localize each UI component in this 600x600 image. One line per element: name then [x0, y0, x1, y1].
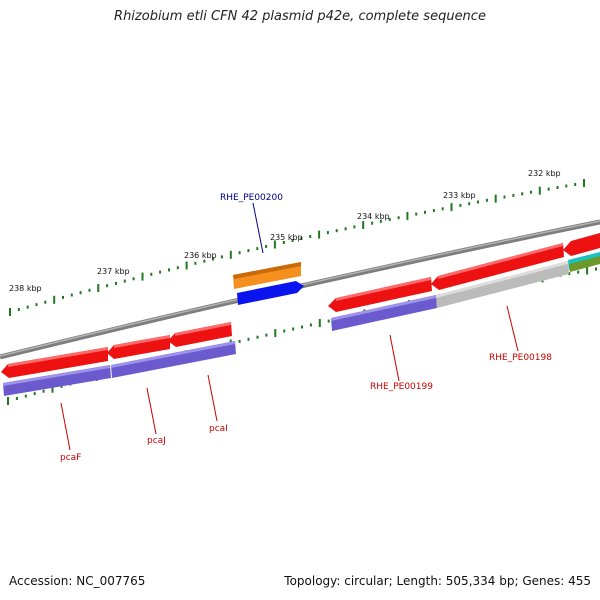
orange-feature-top [233, 262, 301, 279]
gene-arrow-pcaI [168, 322, 232, 347]
cds-block-3 [331, 295, 437, 331]
cds-highlight [331, 295, 436, 321]
tick-label: 234 kbp [357, 212, 390, 221]
leader-RHE_PE00200 [252, 202, 264, 254]
cds-block-1 [3, 365, 111, 396]
leader-pcaF [60, 402, 71, 451]
gene-arrow-RHE_PE00199 [328, 277, 432, 312]
gene-labels: RHE_PE00200 RHE_PE00199 RHE_PE00198 pcaF… [60, 193, 552, 463]
label-leaders [60, 202, 519, 451]
arrow-highlight [175, 322, 231, 336]
gene-arrow-RHE_PE00198 [431, 243, 564, 290]
tick-label: 236 kbp [184, 251, 217, 260]
tick-labels: 238 kbp 237 kbp 236 kbp 235 kbp 234 kbp … [9, 169, 561, 293]
cds-track [3, 252, 600, 396]
cds-highlight [3, 365, 110, 386]
arrow-highlight [114, 335, 170, 348]
gene-label-RHE_PE00200[interactable]: RHE_PE00200 [220, 193, 283, 203]
accession-text: Accession: NC_007765 [9, 574, 146, 588]
gene-label-pcaI[interactable]: pcaI [209, 424, 228, 434]
gene-arrow-edge [563, 233, 600, 256]
leader-RHE_PE00199 [389, 334, 400, 382]
gene-label-pcaF[interactable]: pcaF [60, 453, 81, 463]
tick-label: 235 kbp [270, 233, 303, 242]
leader-pcaJ [146, 387, 157, 435]
outer-tick-ring [9, 179, 585, 316]
cds-block-2 [111, 341, 236, 378]
gene-label-RHE_PE00198[interactable]: RHE_PE00198 [489, 353, 552, 363]
gray-feature [436, 261, 569, 308]
arrow-highlight [8, 347, 108, 367]
map-title: Rhizobium etli CFN 42 plasmid p42e, comp… [114, 9, 486, 24]
leader-RHE_PE00198 [506, 305, 519, 352]
gene-arrow-pcaF [1, 347, 108, 378]
cds-highlight [111, 341, 235, 368]
topology-summary: Topology: circular; Length: 505,334 bp; … [284, 574, 591, 588]
tick-label: 233 kbp [443, 191, 476, 200]
olive-feature [569, 256, 600, 272]
forward-gene-track [1, 233, 600, 378]
blue-feature [237, 281, 304, 305]
tick-label: 238 kbp [9, 284, 42, 293]
leader-pcaI [207, 374, 218, 422]
arrow-highlight [336, 277, 431, 301]
tick-label: 237 kbp [97, 267, 130, 276]
gene-arrow-pcaJ [107, 335, 170, 359]
tick-label: 232 kbp [528, 169, 561, 178]
gene-label-pcaJ[interactable]: pcaJ [147, 436, 166, 446]
gene-label-RHE_PE00199[interactable]: RHE_PE00199 [370, 382, 433, 392]
arrow-highlight [438, 243, 563, 279]
gray-highlight [436, 261, 568, 298]
